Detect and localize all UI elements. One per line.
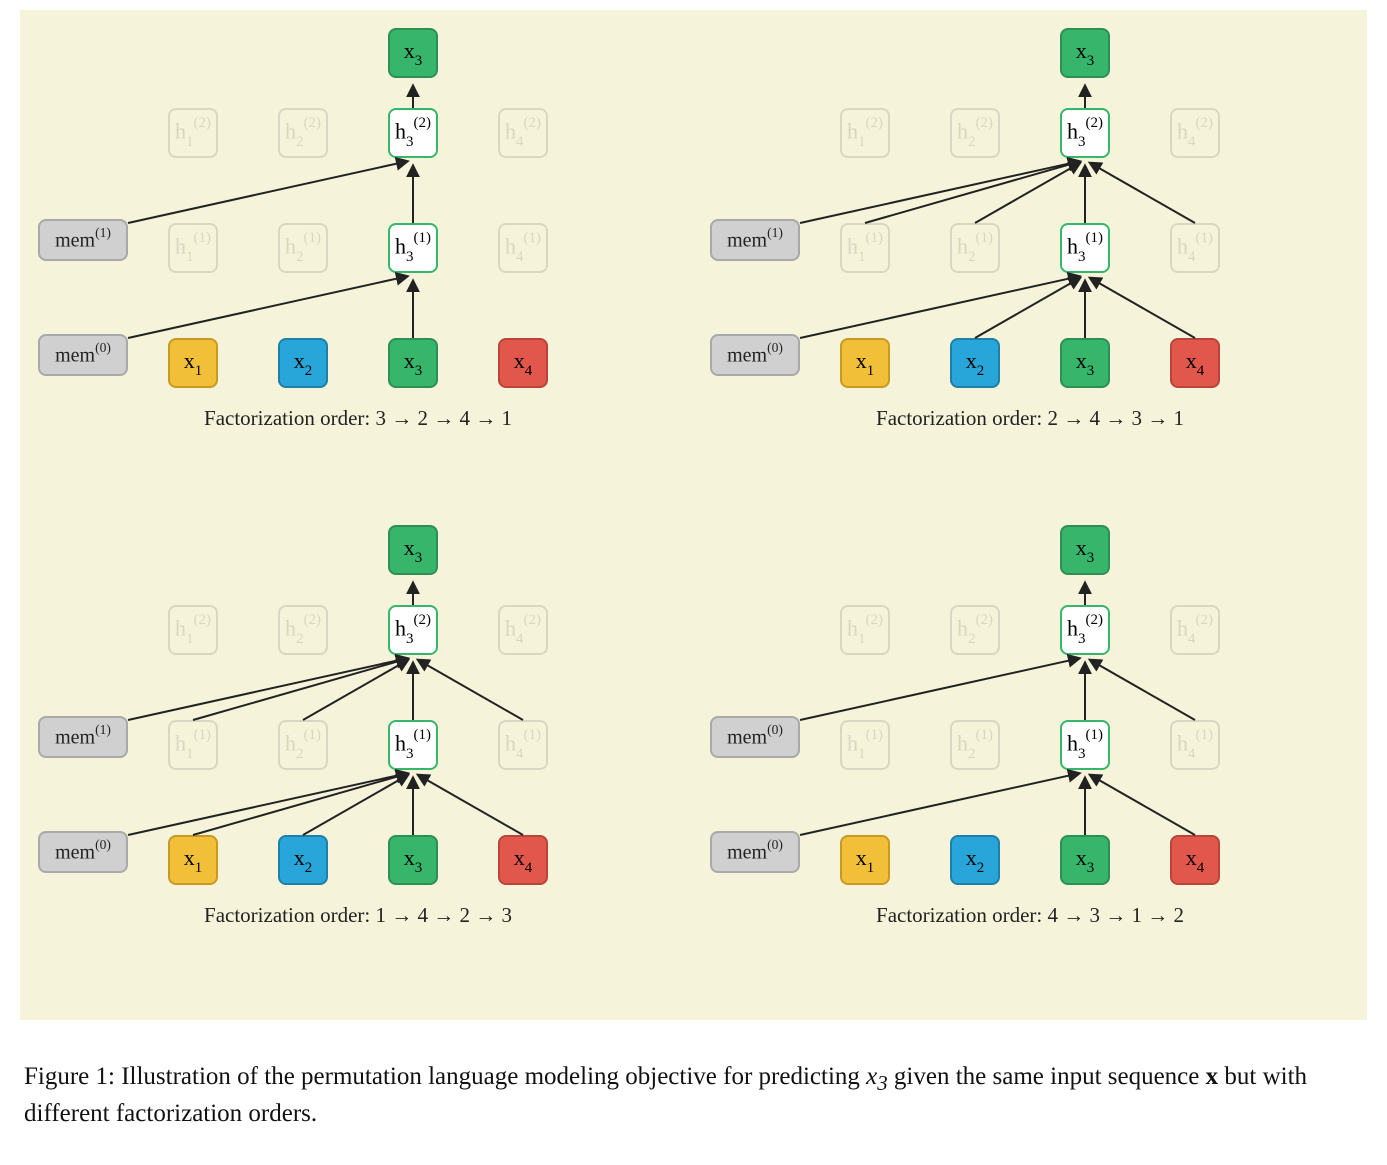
h1-4: h4(1) xyxy=(1170,223,1220,273)
mem-1: mem(1) xyxy=(38,219,128,261)
h2-1: h1(2) xyxy=(840,605,890,655)
x-1: x1 xyxy=(840,835,890,885)
panel-B: x3 h1(2) h2(2) h3(2) h4(2) h1(1) h2(1) h3(1) h4(… xyxy=(710,28,1350,463)
h1-3: h3(1) xyxy=(1060,223,1110,273)
h2-3: h3(2) xyxy=(388,108,438,158)
h1-2: h2(1) xyxy=(950,223,1000,273)
mem-1: mem(0) xyxy=(710,716,800,758)
h1-4: h4(1) xyxy=(498,223,548,273)
h2-4: h4(2) xyxy=(1170,605,1220,655)
x-3: x3 xyxy=(388,338,438,388)
h1-2: h2(1) xyxy=(950,720,1000,770)
x-2: x2 xyxy=(950,835,1000,885)
panel-C: x3 h1(2) h2(2) h3(2) h4(2) h1(1) h2(1) h3(1) h4(… xyxy=(38,525,678,960)
h1-1: h1(1) xyxy=(168,720,218,770)
h1-4: h4(1) xyxy=(1170,720,1220,770)
h1-4: h4(1) xyxy=(498,720,548,770)
target-x3: x3 xyxy=(388,525,438,575)
mem-0: mem(0) xyxy=(38,334,128,376)
x-2: x2 xyxy=(950,338,1000,388)
x-4: x4 xyxy=(498,338,548,388)
x-3: x3 xyxy=(1060,338,1110,388)
h1-3: h3(1) xyxy=(1060,720,1110,770)
h2-4: h4(2) xyxy=(498,605,548,655)
panel-caption: Factorization order: 1 → 4 → 2 → 3 xyxy=(38,903,678,928)
h2-3: h3(2) xyxy=(388,605,438,655)
h2-1: h1(2) xyxy=(840,108,890,158)
x-2: x2 xyxy=(278,835,328,885)
figure-caption-body-a: Illustration of the permutation language… xyxy=(121,1063,866,1090)
h1-3: h3(1) xyxy=(388,720,438,770)
h1-1: h1(1) xyxy=(840,720,890,770)
h1-1: h1(1) xyxy=(840,223,890,273)
figure-caption-body-b: given the same input sequence xyxy=(888,1063,1206,1090)
h2-2: h2(2) xyxy=(278,108,328,158)
x-4: x4 xyxy=(1170,835,1220,885)
target-x3: x3 xyxy=(1060,28,1110,78)
x-1: x1 xyxy=(168,338,218,388)
figure-caption-x3: x3 xyxy=(866,1063,888,1090)
x-3: x3 xyxy=(388,835,438,885)
mem-0: mem(0) xyxy=(710,334,800,376)
x-2: x2 xyxy=(278,338,328,388)
mem-1: mem(1) xyxy=(38,716,128,758)
h2-2: h2(2) xyxy=(278,605,328,655)
x-1: x1 xyxy=(840,338,890,388)
panel-caption: Factorization order: 3 → 2 → 4 → 1 xyxy=(38,406,678,431)
h2-4: h4(2) xyxy=(498,108,548,158)
panel-A: x3 h1(2) h2(2) h3(2) h4(2) h1(1) h2(1) h3(1) h4(… xyxy=(38,28,678,463)
figure-caption: Figure 1: Illustration of the permutatio… xyxy=(24,1060,1364,1131)
h2-1: h1(2) xyxy=(168,108,218,158)
h1-2: h2(1) xyxy=(278,223,328,273)
x-1: x1 xyxy=(168,835,218,885)
h2-1: h1(2) xyxy=(168,605,218,655)
h2-3: h3(2) xyxy=(1060,108,1110,158)
target-x3: x3 xyxy=(1060,525,1110,575)
h2-2: h2(2) xyxy=(950,605,1000,655)
x-3: x3 xyxy=(1060,835,1110,885)
mem-1: mem(1) xyxy=(710,219,800,261)
h1-2: h2(1) xyxy=(278,720,328,770)
panel-caption: Factorization order: 2 → 4 → 3 → 1 xyxy=(710,406,1350,431)
target-x3: x3 xyxy=(388,28,438,78)
mem-0: mem(0) xyxy=(710,831,800,873)
h1-1: h1(1) xyxy=(168,223,218,273)
h2-4: h4(2) xyxy=(1170,108,1220,158)
x-4: x4 xyxy=(498,835,548,885)
figure-caption-xvec: x xyxy=(1206,1063,1219,1090)
mem-0: mem(0) xyxy=(38,831,128,873)
page-root: x3 h1(2) h2(2) h3(2) h4(2) h1(1) h2(1) h3(1) h4(… xyxy=(0,0,1387,1165)
panel-caption: Factorization order: 4 → 3 → 1 → 2 xyxy=(710,903,1350,928)
h2-2: h2(2) xyxy=(950,108,1000,158)
h1-3: h3(1) xyxy=(388,223,438,273)
h2-3: h3(2) xyxy=(1060,605,1110,655)
panel-D: x3 h1(2) h2(2) h3(2) h4(2) h1(1) h2(1) h3(1) h4(… xyxy=(710,525,1350,960)
x-4: x4 xyxy=(1170,338,1220,388)
figure-caption-prefix: Figure 1: xyxy=(24,1063,121,1090)
